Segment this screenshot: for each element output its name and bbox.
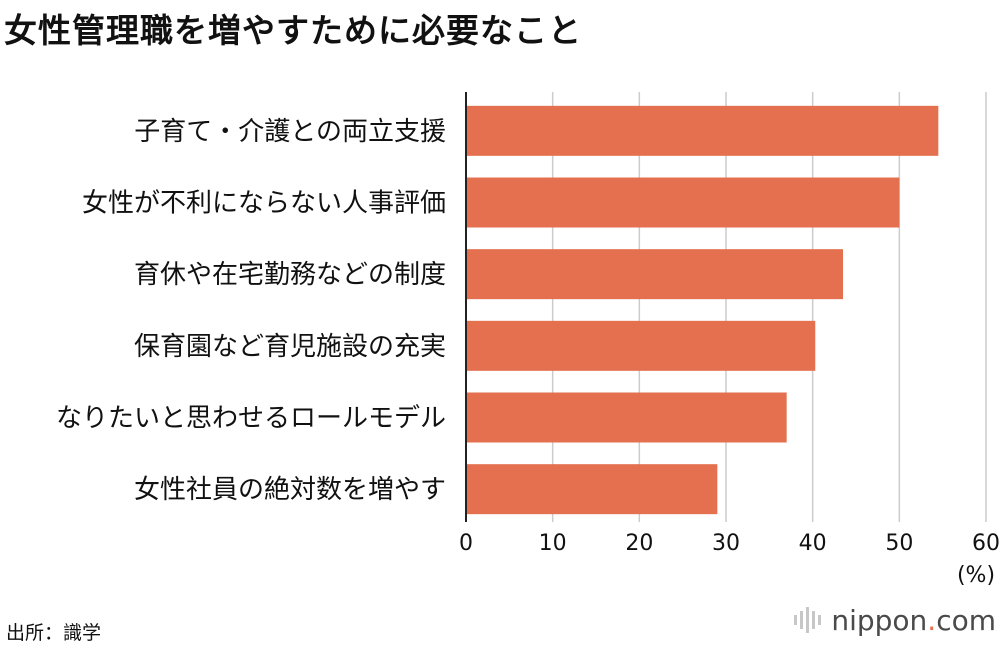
bar: [467, 464, 718, 515]
x-tick-label: 20: [625, 531, 653, 556]
x-tick-label: 50: [885, 531, 913, 556]
bar: [467, 392, 787, 443]
bar-chart: 子育て・介護との両立支援女性が不利にならない人事評価育休や在宅勤務などの制度保育…: [56, 92, 1000, 588]
brand-logo: nippon. com: [794, 600, 996, 640]
category-label: 女性が不利にならない人事評価: [82, 189, 446, 219]
brand-name: nippon: [831, 603, 928, 637]
bar: [467, 320, 816, 371]
category-label: 女性社員の絶対数を増やす: [134, 475, 446, 505]
x-tick-label: 30: [712, 531, 740, 556]
brand-dot: .: [927, 603, 937, 637]
x-tick-label: 60: [972, 531, 1000, 556]
bar: [467, 249, 843, 300]
brand-bars-icon: [794, 607, 822, 633]
category-label: なりたいと思わせるロールモデル: [56, 404, 446, 434]
bar: [467, 177, 900, 228]
x-tick-label: 10: [539, 531, 567, 556]
category-label: 育休や在宅勤務などの制度: [134, 260, 446, 290]
chart-title: 女性管理職を増やすために必要なこと: [4, 11, 582, 50]
source-note: 出所：識学: [6, 622, 102, 644]
x-tick-label: 40: [799, 531, 827, 556]
category-label: 子育て・介護との両立支援: [134, 117, 446, 147]
brand-tld: com: [936, 603, 996, 637]
category-label: 保育園など育児施設の充実: [134, 332, 446, 362]
unit-label: (%): [957, 563, 995, 588]
bar: [467, 105, 939, 156]
x-tick-label: 0: [459, 531, 473, 556]
